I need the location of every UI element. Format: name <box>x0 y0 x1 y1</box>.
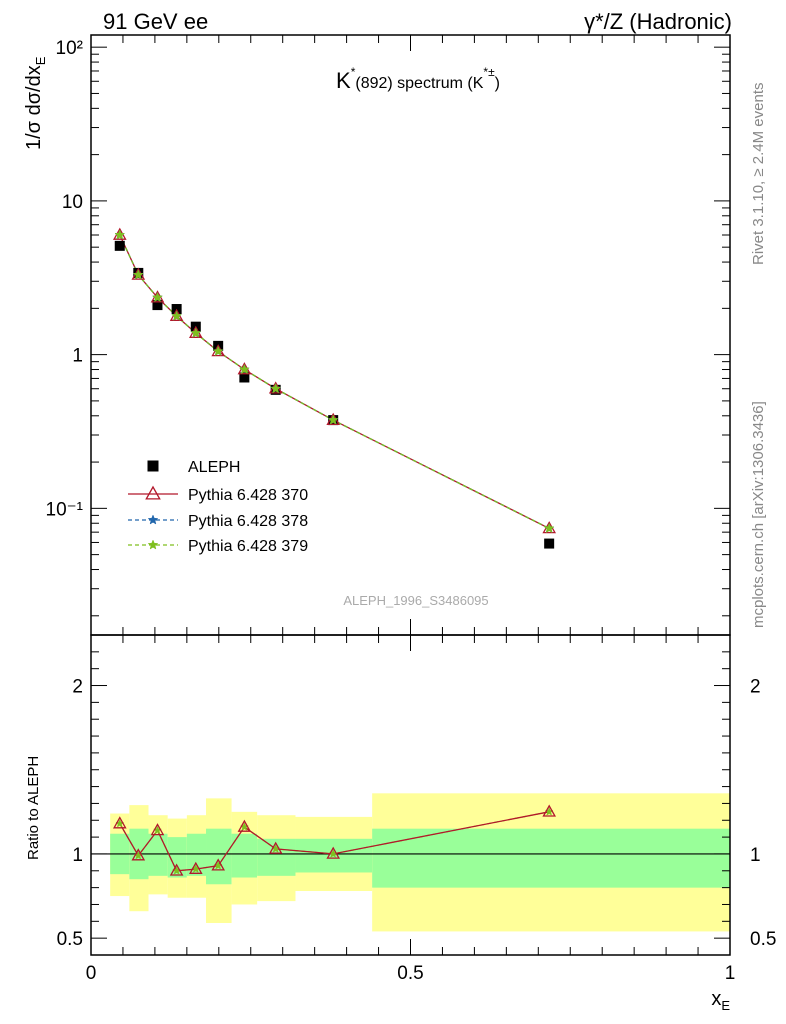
band-inner <box>206 828 232 885</box>
ratio-point-370 <box>211 858 226 871</box>
ratio-y-axis-label: Ratio to ALEPH <box>25 756 42 860</box>
ratio-y-tick-label-right: 1 <box>750 845 761 866</box>
series-line-2 <box>119 234 550 529</box>
mcplots-label: mcplots.cern.ch [arXiv:1306.3436] <box>750 401 767 628</box>
title-sup2: *± <box>483 65 495 79</box>
ratio-y-tick-label-left: 2 <box>72 677 83 698</box>
main-y-tick-label: 10⁻¹ <box>46 499 84 520</box>
ratio-point-370 <box>237 819 252 832</box>
ratio-line-370 <box>119 811 550 872</box>
data-point-379 <box>212 345 224 356</box>
ratio-bands <box>110 793 730 932</box>
data-point-aleph <box>239 372 250 383</box>
data-point-379 <box>190 327 202 338</box>
ratio-point-370 <box>188 861 203 874</box>
data-point-379 <box>171 310 183 321</box>
legend-label: Pythia 6.428 379 <box>188 538 308 555</box>
main-panel: 10⁻¹ 1 10 10² K*(892) spectrum (K*±) ALEPH_… <box>23 34 731 636</box>
ylabel-main-text: 1/σ dσ/dxE <box>23 56 48 150</box>
data-point-379 <box>132 269 144 280</box>
data-point-379 <box>238 363 250 375</box>
ratio-point-370 <box>112 816 127 829</box>
main-frame <box>90 34 731 636</box>
x-tick-label: 0.5 <box>397 963 423 984</box>
data-point-379 <box>152 291 163 303</box>
series-line-1 <box>119 234 550 529</box>
legend-marker-star <box>147 514 159 525</box>
ratio-point-370 <box>169 863 184 876</box>
watermark: ALEPH_1996_S3486095 <box>343 593 488 608</box>
ratio-series <box>112 804 557 876</box>
main-series <box>112 227 557 549</box>
title-mid: (892) spectrum (K <box>355 75 483 92</box>
band-inner <box>167 837 187 878</box>
series-line-0 <box>119 234 550 529</box>
rivet-label: Rivet 3.1.10, ≥ 2.4M events <box>750 83 767 266</box>
ratio-y-tick-label-left: 1 <box>72 845 83 866</box>
ratio-point-370 <box>150 823 165 836</box>
ratio-frame <box>90 634 731 956</box>
legend-label: Pythia 6.428 378 <box>188 513 308 530</box>
main-y-tick-label: 1 <box>72 346 83 367</box>
main-axes: 10⁻¹ 1 10 10² <box>46 35 731 635</box>
legend-marker-370 <box>145 485 161 500</box>
main-title: K*(892) spectrum (K*±) <box>336 65 500 93</box>
title-sup: * <box>351 65 356 79</box>
ratio-point-370 <box>131 848 146 861</box>
band-inner <box>372 828 730 888</box>
band-inner <box>148 833 168 876</box>
data-point-aleph <box>544 538 555 549</box>
title-end: ) <box>495 75 500 92</box>
ratio-y-tick-label-right: 2 <box>750 677 761 698</box>
header-right: γ*/Z (Hadronic) <box>584 9 732 34</box>
ratio-point-370 <box>268 841 283 854</box>
x-axis-label: xE <box>711 988 730 1013</box>
data-point-379 <box>327 414 339 425</box>
ratio-point-370 <box>542 804 557 817</box>
band-inner <box>186 833 207 876</box>
data-point-379 <box>114 229 126 240</box>
ratio-y-tick-label-left: 0.5 <box>57 929 83 950</box>
main-y-tick-label: 10 <box>62 192 83 213</box>
main-y-tick-label: 10² <box>56 38 83 59</box>
band-inner <box>231 833 258 878</box>
ratio-point-370 <box>326 846 341 859</box>
legend-label: ALEPH <box>188 459 240 476</box>
header-left: 91 GeV ee <box>103 9 208 34</box>
ratio-y-tick-label-right: 0.5 <box>750 929 776 950</box>
data-point-379 <box>543 522 555 534</box>
main-y-axis-label: 1/σ dσ/dxE <box>23 56 48 150</box>
data-point-aleph <box>152 300 163 311</box>
x-tick-label: 0 <box>86 963 97 984</box>
data-point-aleph <box>114 240 125 251</box>
data-point-379 <box>270 383 282 394</box>
legend: ALEPH Pythia 6.428 370 Pythia 6.428 378 Pyt… <box>128 459 308 555</box>
ratio-panel: 0.5 0.51 12 20 0.5 1 Ratio to ALEPH xE <box>25 634 776 1013</box>
legend-marker-star <box>147 539 159 550</box>
legend-marker-aleph <box>147 460 159 472</box>
legend-label: Pythia 6.428 370 <box>188 487 308 504</box>
x-tick-label: 1 <box>725 963 736 984</box>
title-main: K <box>336 68 351 93</box>
